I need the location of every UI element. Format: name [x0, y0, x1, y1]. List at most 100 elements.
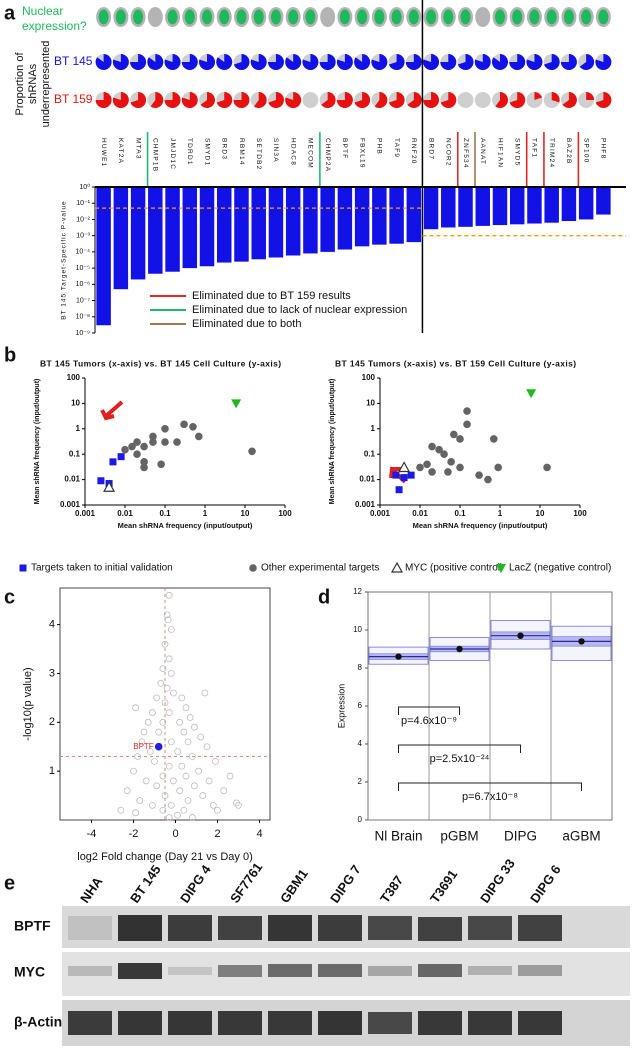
pie — [254, 92, 267, 109]
x-tick-label: 100 — [573, 509, 587, 518]
point — [123, 787, 131, 795]
point — [144, 718, 152, 726]
bar — [337, 187, 353, 250]
pie — [302, 92, 319, 108]
x-tick-label: 4 — [256, 828, 262, 840]
point — [189, 422, 197, 431]
y-tick-label: 0.1 — [69, 449, 81, 458]
y-tick-label: 10⁻⁹ — [76, 330, 90, 337]
point — [423, 460, 431, 469]
blot-band — [168, 1011, 212, 1035]
point — [117, 453, 125, 461]
x-tick-label: BRD7 — [427, 138, 434, 160]
panel-letter: e — [4, 872, 15, 894]
pie — [112, 54, 129, 70]
y-tick-label: 10 — [71, 399, 80, 408]
y-tick-label: 10⁻² — [76, 216, 90, 223]
mean-point — [456, 645, 463, 653]
point — [167, 670, 175, 677]
point — [140, 458, 148, 466]
point — [392, 471, 400, 479]
y-tick-label: 1 — [371, 424, 376, 433]
point — [157, 679, 165, 687]
x-tick-label: -2 — [129, 828, 139, 840]
nuclear-oval-inner — [288, 9, 299, 25]
bar — [561, 187, 577, 222]
point — [167, 626, 175, 633]
point — [543, 463, 551, 472]
blot-band — [468, 966, 512, 975]
nuclear-oval-inner — [443, 9, 454, 25]
point — [190, 782, 198, 790]
blot-band — [68, 1011, 112, 1035]
lane-label: DIPG 33 — [477, 856, 518, 905]
point — [395, 486, 403, 494]
bar — [475, 187, 490, 226]
pie — [147, 54, 164, 70]
legend-label: Other experimental targets — [261, 563, 379, 574]
blot-band — [368, 1012, 412, 1034]
bar — [113, 187, 129, 290]
point — [231, 399, 242, 409]
point — [159, 665, 167, 672]
x-tick-label: CHMP2A — [324, 138, 331, 172]
point — [178, 762, 186, 770]
x-tick-label: JMJD1C — [169, 138, 176, 170]
comparison-label: p=4.6x10⁻⁹ — [401, 715, 457, 727]
x-tick-label: RNF20 — [410, 138, 417, 165]
pie — [526, 54, 543, 70]
point — [142, 777, 150, 785]
nuclear-oval-inner — [357, 9, 368, 25]
x-tick-label: PHF8 — [600, 138, 607, 159]
y-tick-label: 12 — [353, 587, 362, 596]
y-axis-title: Mean shRNA frequency (input/output) — [34, 379, 41, 505]
point — [226, 772, 234, 780]
pie — [199, 54, 216, 70]
point — [209, 801, 217, 809]
point — [407, 471, 415, 479]
point — [435, 445, 443, 454]
pie — [544, 54, 560, 70]
blot-band — [468, 1011, 512, 1035]
point — [161, 425, 169, 433]
x-tick-label: ZNF534 — [462, 138, 469, 169]
x-tick-label: TDRD1 — [186, 138, 193, 166]
point — [169, 777, 177, 785]
mean-point — [395, 653, 402, 660]
pie — [285, 92, 302, 109]
pie — [336, 54, 353, 70]
row-label: BPTF — [14, 918, 51, 934]
point — [188, 814, 196, 821]
point — [165, 762, 173, 770]
point — [153, 694, 161, 702]
nuclear-oval-inner — [546, 9, 557, 25]
nuclear-oval-inner — [494, 9, 505, 25]
pie — [509, 54, 526, 70]
point — [456, 463, 464, 472]
x-tick-label: -4 — [87, 828, 97, 840]
pie — [268, 92, 284, 108]
point — [109, 458, 117, 466]
lane-label: BT 145 — [127, 862, 164, 906]
point — [161, 438, 169, 446]
y-tick-label: 8 — [358, 663, 363, 672]
nuclear-oval-inner — [391, 9, 402, 25]
pie — [250, 54, 267, 70]
nuclear-oval-inner — [512, 9, 523, 25]
x-tick-label: HDAC8 — [289, 138, 296, 166]
point — [173, 438, 181, 446]
point — [211, 757, 219, 765]
arrow — [100, 400, 124, 421]
pie — [112, 92, 129, 108]
y-tick-label: 0.001 — [60, 500, 81, 509]
x-tick-label: BRD3 — [221, 138, 228, 160]
pie — [233, 92, 250, 108]
pie — [267, 54, 284, 70]
legend-label: Eliminated due to BT 159 results — [192, 290, 351, 302]
blot-band — [318, 1011, 362, 1035]
point — [248, 447, 256, 456]
x-tick-label: aGBM — [562, 829, 600, 844]
pie-row-name: BT 145 — [54, 54, 93, 68]
bar — [441, 187, 456, 228]
point — [463, 407, 471, 415]
